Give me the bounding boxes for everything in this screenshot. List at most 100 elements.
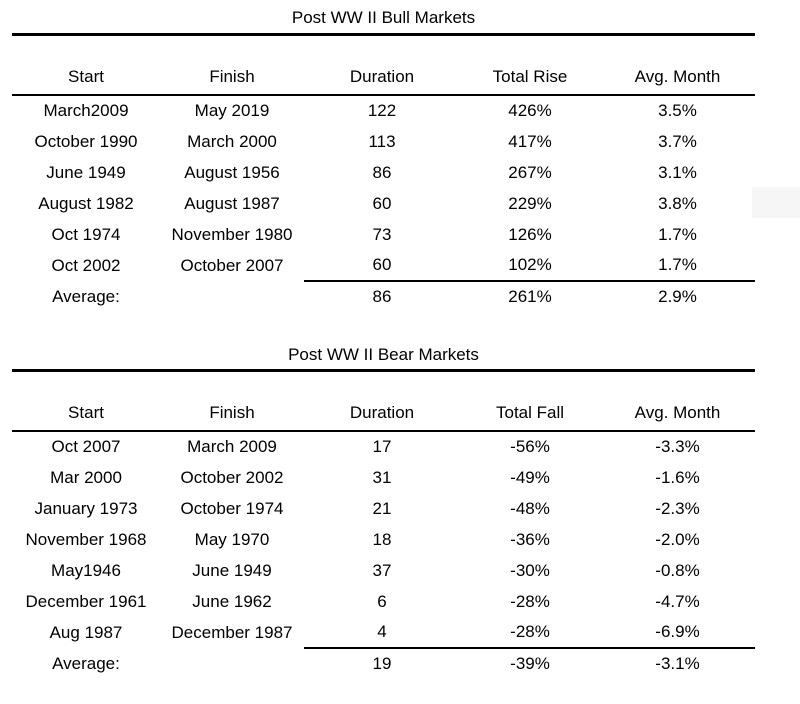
cell-finish: August 1956 (184, 162, 280, 182)
cell-total-rise: 267% (508, 162, 552, 182)
cell-avg-month: -3.3% (655, 437, 700, 456)
cell-finish: March 2000 (187, 131, 277, 151)
cell-duration: 18 (372, 529, 392, 549)
cell-start: Mar 2000 (50, 467, 122, 487)
cell-duration: 17 (372, 437, 392, 456)
table-row: March2009 May 2019 122 426% 3.5% (12, 95, 755, 126)
cell-avg-month: -2.3% (655, 498, 700, 518)
cell-avg-month: -2.0% (655, 529, 700, 549)
cell-start: May1946 (51, 560, 121, 580)
bull-table-title: Post WW II Bull Markets (12, 0, 755, 36)
column-header-total-fall: Total Fall (460, 372, 600, 432)
cell-finish: August 1987 (184, 193, 280, 213)
cell-empty (160, 648, 304, 679)
cell-start: June 1949 (46, 162, 126, 182)
cell-empty (160, 281, 304, 312)
cell-finish: October 2002 (180, 467, 284, 487)
table-row: January 1973 October 1974 21 -48% -2.3% (12, 493, 755, 524)
scan-artifact-rectangle (752, 187, 800, 218)
cell-duration: 6 (377, 591, 387, 611)
cell-finish: October 2007 (180, 255, 284, 275)
cell-start: November 1968 (25, 529, 147, 549)
average-row: Average: 86 261% 2.9% (12, 280, 755, 312)
average-label: Average: (52, 286, 120, 306)
cell-duration: 113 (368, 131, 396, 151)
cell-avg-month: -0.8% (655, 560, 700, 580)
average-label: Average: (52, 653, 120, 673)
cell-start: October 1990 (34, 131, 138, 151)
cell-total-fall: -30% (510, 560, 550, 580)
cell-total-rise: 426% (508, 101, 552, 120)
cell-duration: 73 (372, 224, 392, 244)
table-row: Oct 1974 November 1980 73 126% 1.7% (12, 219, 755, 250)
cell-start: Aug 1987 (49, 622, 123, 642)
cell-avg-month: 1.7% (658, 224, 697, 244)
cell-total-rise: 229% (508, 193, 552, 213)
cell-duration: 60 (372, 193, 392, 213)
cell-finish: May 2019 (194, 101, 270, 120)
table-row: November 1968 May 1970 18 -36% -2.0% (12, 524, 755, 555)
cell-total-fall: -56% (510, 437, 550, 456)
cell-avg-month: 3.5% (658, 101, 697, 120)
average-row: Average: 19 -39% -3.1% (12, 647, 755, 679)
column-header-duration: Duration (304, 36, 460, 96)
table-row: October 1990 March 2000 113 417% 3.7% (12, 126, 755, 157)
cell-start: December 1961 (25, 591, 147, 611)
cell-avg-month: 3.1% (658, 162, 697, 182)
cell-total-rise: 417% (508, 131, 552, 151)
table-row: Oct 2007 March 2009 17 -56% -3.3% (12, 431, 755, 462)
column-header-avg-month: Avg. Month (600, 372, 755, 432)
column-header-duration: Duration (304, 372, 460, 432)
table-row: August 1982 August 1987 60 229% 3.8% (12, 188, 755, 219)
cell-total-rise: 102% (508, 255, 552, 274)
bear-markets-table: Start Finish Duration Total Fall Avg. Mo… (12, 372, 755, 679)
table-row: Mar 2000 October 2002 31 -49% -1.6% (12, 462, 755, 493)
column-header-finish: Finish (160, 36, 304, 96)
cell-total-fall: -48% (510, 498, 550, 518)
cell-total-fall: -28% (510, 622, 550, 641)
bear-table-title: Post WW II Bear Markets (12, 312, 755, 372)
bull-markets-section: Post WW II Bull Markets Start Finish Dur… (12, 0, 755, 312)
cell-duration: 37 (372, 560, 392, 580)
cell-duration: 21 (372, 498, 392, 518)
cell-avg-month: -4.7% (655, 591, 700, 611)
cell-avg-month: 3.8% (658, 193, 697, 213)
cell-avg-month: 1.7% (658, 255, 697, 274)
average-avg-month: -3.1% (600, 647, 755, 679)
cell-start: August 1982 (38, 193, 134, 213)
cell-avg-month: -6.9% (655, 622, 700, 641)
cell-avg-month: 3.7% (658, 131, 697, 151)
cell-duration: 122 (367, 101, 397, 120)
cell-finish: December 1987 (171, 622, 293, 642)
column-header-start: Start (12, 36, 160, 96)
cell-duration: 31 (372, 467, 392, 487)
bull-markets-table: Start Finish Duration Total Rise Avg. Mo… (12, 36, 755, 312)
column-header-avg-month: Avg. Month (600, 36, 755, 96)
average-duration: 86 (304, 280, 460, 312)
cell-start: March2009 (43, 101, 129, 120)
column-header-finish: Finish (160, 372, 304, 432)
cell-start: Oct 1974 (51, 224, 121, 244)
average-avg-month: 2.9% (600, 280, 755, 312)
cell-start: January 1973 (34, 498, 138, 518)
table-row: June 1949 August 1956 86 267% 3.1% (12, 157, 755, 188)
average-total-rise: 261% (460, 280, 600, 312)
cell-duration: 4 (377, 622, 387, 641)
cell-finish: June 1949 (192, 560, 272, 580)
table-row: May1946 June 1949 37 -30% -0.8% (12, 555, 755, 586)
cell-finish: March 2009 (187, 437, 277, 456)
header-row: Start Finish Duration Total Rise Avg. Mo… (12, 36, 755, 96)
cell-finish: May 1970 (194, 529, 270, 549)
cell-start: Oct 2002 (51, 255, 121, 275)
cell-duration: 86 (372, 162, 392, 182)
cell-finish: June 1962 (192, 591, 272, 611)
average-total-fall: -39% (460, 647, 600, 679)
column-header-total-rise: Total Rise (460, 36, 600, 96)
column-header-start: Start (12, 372, 160, 432)
cell-finish: October 1974 (180, 498, 284, 518)
cell-finish: November 1980 (171, 224, 293, 244)
table-row: Oct 2002 October 2007 60 102% 1.7% (12, 250, 755, 281)
cell-duration: 60 (372, 255, 392, 274)
cell-total-fall: -28% (510, 591, 550, 611)
